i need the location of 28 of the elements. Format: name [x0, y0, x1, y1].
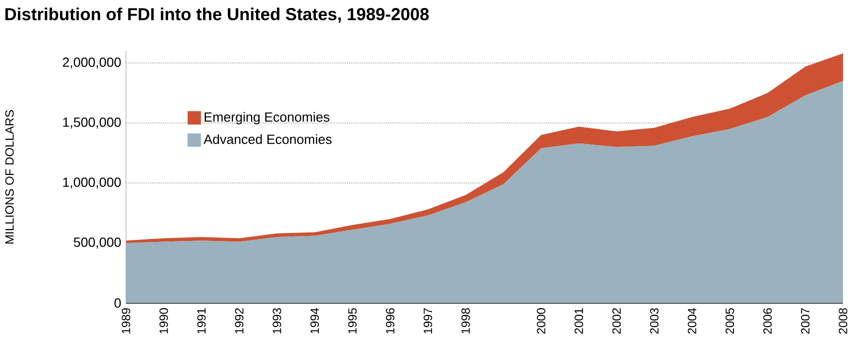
x-tick-label: 2005 — [726, 308, 734, 334]
x-tick-label: 2007 — [801, 308, 810, 334]
legend-label: Advanced Economies — [204, 134, 332, 144]
x-tick-label: 2002 — [612, 308, 621, 334]
x-tick-label: 1993 — [272, 308, 282, 334]
x-tick-label: 2006 — [763, 308, 772, 334]
y-axis-title: MILLIONS OF DOLLARS — [5, 110, 14, 244]
x-tick-label: 1991 — [197, 308, 206, 334]
x-tick-label: 2001 — [574, 308, 584, 334]
x-tick-label: 1992 — [234, 308, 244, 334]
y-tick-label: 0 — [114, 298, 121, 308]
x-tick-label: 2008 — [838, 308, 848, 334]
x-tick-label: 1995 — [348, 308, 357, 334]
x-tick-label: 1994 — [310, 308, 319, 334]
legend-label: Emerging Economies — [204, 112, 330, 124]
y-tick-label: 2,000,000 — [62, 58, 121, 68]
x-tick-label: 2000 — [536, 308, 546, 334]
x-tick-label: 2004 — [688, 308, 696, 334]
x-tick-label: 1996 — [386, 308, 394, 334]
y-tick-label: 500,000 — [74, 238, 121, 248]
x-tick-label: 2003 — [650, 308, 659, 334]
x-tick-label: 1990 — [160, 308, 168, 334]
x-tick-label: 1989 — [122, 308, 130, 334]
y-tick-label: 1,000,000 — [63, 178, 121, 188]
x-tick-label: 1998 — [461, 308, 470, 334]
y-tick-label: 1,500,000 — [63, 118, 121, 128]
x-tick-label: 1997 — [424, 308, 432, 334]
chart-title: Distribution of FDI into the United States, 1989-2008 — [5, 8, 429, 23]
